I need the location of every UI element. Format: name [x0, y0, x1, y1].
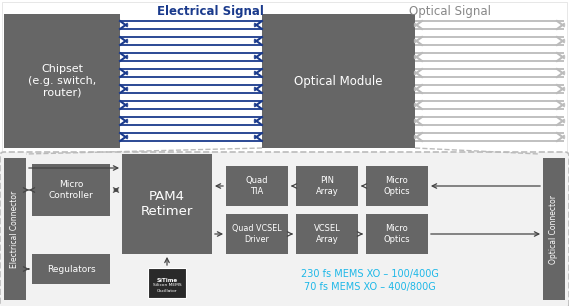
Text: Optical Module: Optical Module	[294, 74, 383, 88]
Text: VCSEL
Array: VCSEL Array	[314, 224, 340, 244]
Text: Optical Connector: Optical Connector	[550, 195, 559, 263]
Bar	[2, 2, 567, 154]
Bar	[543, 158, 565, 300]
Text: SiTime: SiTime	[156, 278, 178, 282]
Text: Quad VCSEL
Driver: Quad VCSEL Driver	[232, 224, 282, 244]
Text: PAM4
Retimer: PAM4 Retimer	[141, 190, 193, 218]
Text: PIN
Array: PIN Array	[316, 176, 339, 196]
Text: Quad
TIA: Quad TIA	[246, 176, 268, 196]
Text: Micro
Optics: Micro Optics	[384, 224, 410, 244]
Bar	[366, 166, 428, 206]
Bar	[122, 154, 212, 254]
Text: 70 fs MEMS XO – 400/800G: 70 fs MEMS XO – 400/800G	[304, 282, 436, 292]
Text: Electrical Connector: Electrical Connector	[10, 190, 19, 268]
Text: Micro
Optics: Micro Optics	[384, 176, 410, 196]
Bar	[226, 166, 288, 206]
FancyBboxPatch shape	[0, 152, 569, 306]
Text: Regulators: Regulators	[47, 264, 96, 274]
Bar	[148, 268, 186, 298]
Bar	[4, 14, 120, 148]
Bar	[4, 158, 26, 300]
Bar	[296, 214, 358, 254]
Text: 230 fs MEMS XO – 100/400G: 230 fs MEMS XO – 100/400G	[301, 269, 439, 279]
Text: Optical Signal: Optical Signal	[409, 6, 491, 18]
Text: Electrical Signal: Electrical Signal	[156, 6, 263, 18]
Text: Micro
Controller: Micro Controller	[48, 180, 93, 200]
Bar	[32, 254, 110, 284]
Bar	[296, 166, 358, 206]
Bar	[366, 214, 428, 254]
Text: Chipset
(e.g. switch,
router): Chipset (e.g. switch, router)	[28, 64, 96, 98]
Bar	[226, 214, 288, 254]
Bar	[262, 14, 415, 148]
Text: Oscillator: Oscillator	[156, 289, 178, 293]
Text: Silicon MEMS: Silicon MEMS	[152, 283, 182, 287]
Bar	[32, 164, 110, 216]
